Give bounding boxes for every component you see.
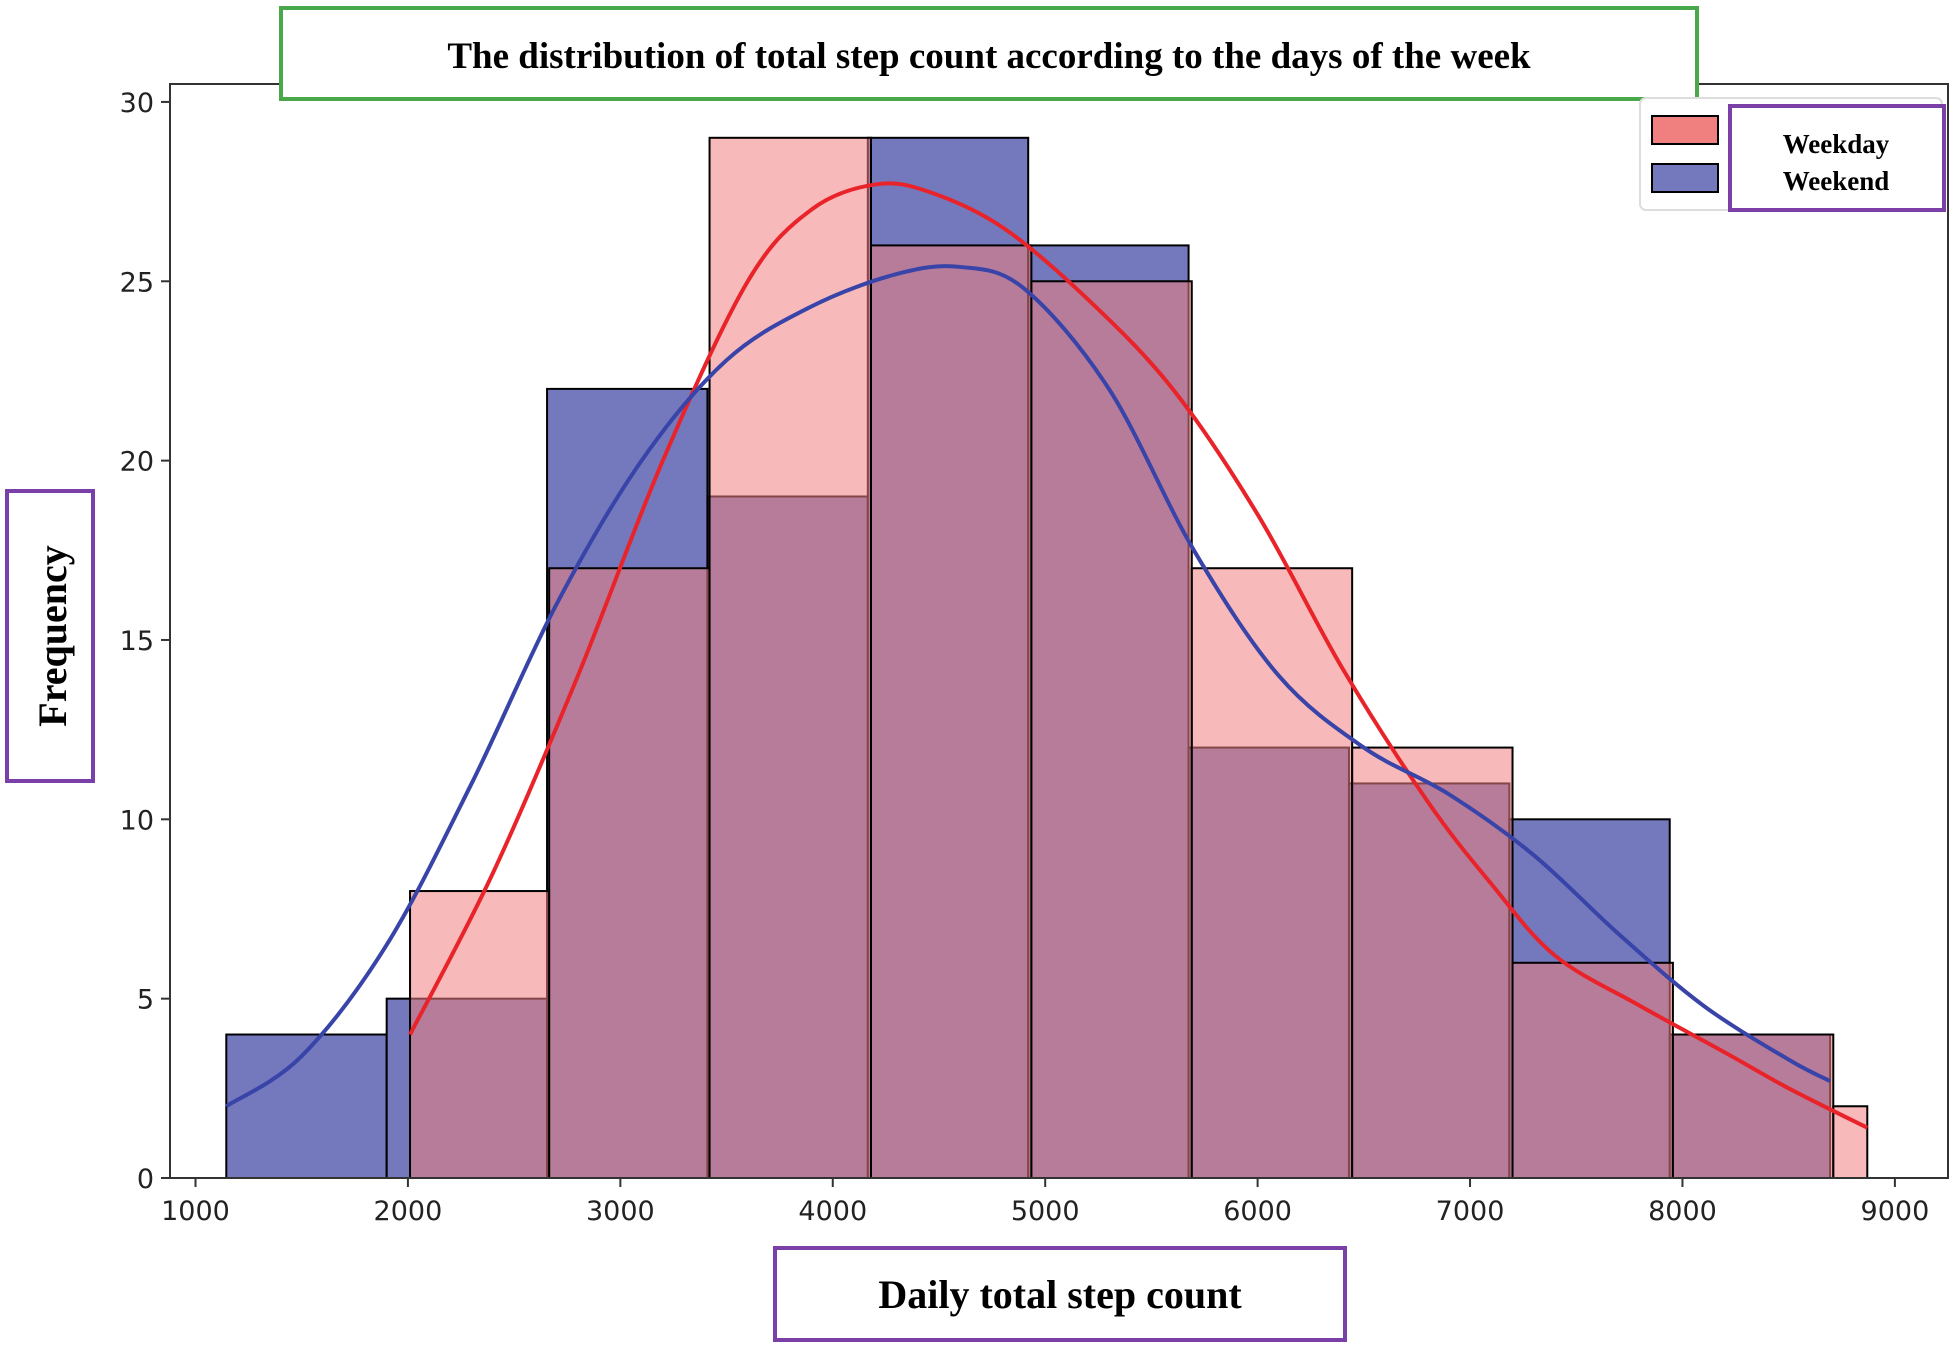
x-tick-label: 5000 — [1011, 1196, 1080, 1227]
ylabel-box — [5, 489, 95, 783]
weekday-bar — [870, 244, 1033, 1179]
legend-swatch-weekend — [1651, 163, 1719, 193]
legend-label-weekend: Weekend — [1783, 166, 1890, 196]
y-tick-label: 5 — [137, 985, 154, 1016]
y-tick-label: 0 — [137, 1164, 154, 1195]
y-tick-label: 25 — [120, 267, 154, 298]
x-tick-label: 4000 — [798, 1196, 867, 1227]
weekday-bar — [1832, 1105, 1869, 1180]
weekday-bar — [1511, 961, 1674, 1179]
x-tick-label: 7000 — [1436, 1196, 1505, 1227]
x-axis-label: Daily total step count — [878, 1272, 1242, 1317]
weekday-bar — [409, 890, 551, 1179]
weekday-bar — [1351, 746, 1514, 1180]
weekday-bar — [548, 567, 711, 1179]
legend-label-weekday: Weekday — [1783, 129, 1890, 159]
weekend-kde-line — [225, 264, 1832, 1108]
title-box — [279, 6, 1699, 101]
y-tick-label: 10 — [120, 805, 154, 836]
y-tick-label: 15 — [120, 626, 154, 657]
chart-title: The distribution of total step count acc… — [447, 36, 1531, 77]
xlabel-box — [773, 1246, 1347, 1342]
legend-swatch-weekday — [1651, 115, 1719, 145]
x-axis-ticks: 1000 2000 3000 4000 5000 6000 7000 8000 9000 — [161, 1178, 1929, 1227]
legend-label-box — [1728, 104, 1946, 212]
y-axis-label: Frequency — [30, 545, 75, 726]
weekday-kde-line — [408, 181, 1869, 1130]
weekday-bar — [708, 136, 873, 1180]
y-tick-label: 30 — [120, 88, 154, 119]
weekday-bar — [1671, 1033, 1835, 1179]
weekend-bar — [225, 1033, 388, 1179]
weekday-bar — [1190, 567, 1354, 1179]
kde-lines — [225, 181, 1869, 1130]
weekday-bar — [1030, 280, 1193, 1179]
x-tick-label: 8000 — [1648, 1196, 1717, 1227]
weekday-bars — [409, 136, 1869, 1180]
y-tick-label: 20 — [120, 447, 154, 478]
x-tick-label: 3000 — [586, 1196, 655, 1227]
y-axis-ticks: 0 5 10 15 20 25 30 — [120, 88, 170, 1195]
x-tick-label: 2000 — [374, 1196, 443, 1227]
x-tick-label: 9000 — [1861, 1196, 1930, 1227]
x-tick-label: 1000 — [161, 1196, 230, 1227]
x-tick-label: 6000 — [1223, 1196, 1292, 1227]
